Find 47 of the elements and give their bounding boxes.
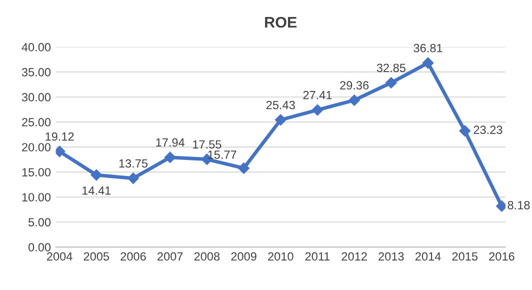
point [459, 125, 470, 136]
point [56, 146, 66, 158]
x-tick-label: 2013 [378, 252, 404, 261]
chart-title: ROE [265, 16, 297, 28]
point [386, 77, 397, 88]
point [348, 94, 360, 106]
x-tick-label: 2016 [489, 252, 514, 261]
point [275, 114, 286, 126]
y-tick-label: 10.00 [22, 193, 51, 202]
data-label: 14.41 [82, 186, 111, 195]
data-label: 17.55 [193, 140, 222, 149]
x-tick-label: 2012 [342, 252, 367, 261]
data-label: 36.81 [414, 44, 442, 52]
x-tick-label: 2004 [47, 252, 72, 261]
point [238, 162, 250, 174]
point [422, 57, 434, 69]
data-label: 13.75 [119, 159, 148, 168]
x-tick-label: 2006 [120, 252, 146, 261]
point [312, 104, 324, 116]
x-tick-label: 2014 [415, 252, 441, 261]
x-tick-label: 2009 [231, 252, 256, 261]
x-tick-label: 2011 [305, 252, 330, 261]
data-label: 25.43 [266, 100, 295, 110]
x-tick-label: 2005 [84, 252, 110, 261]
y-tick-label: 15.00 [22, 168, 51, 176]
data-label: 23.23 [474, 126, 502, 134]
y-tick-label: 25.00 [22, 118, 51, 126]
data-label: 19.12 [46, 132, 74, 141]
point [90, 169, 102, 181]
y-tick-label: 35.00 [22, 68, 51, 76]
data-label: 8.18 [508, 200, 530, 210]
x-tick-label: 2015 [452, 252, 478, 261]
y-tick-label: 0.00 [28, 243, 51, 252]
data-label: 29.36 [340, 81, 369, 90]
point [164, 152, 176, 163]
y-tick-label: 40.00 [22, 43, 51, 52]
data-label: 32.85 [376, 64, 406, 72]
x-tick-label: 2010 [268, 252, 294, 261]
data-label: 15.77 [208, 150, 236, 159]
data-label: 17.94 [156, 138, 185, 147]
x-tick-label: 2007 [158, 252, 183, 261]
y-tick-label: 20.00 [22, 143, 51, 152]
y-tick-label: 5.00 [28, 218, 51, 226]
x-tick-label: 2008 [194, 252, 220, 261]
point [128, 172, 139, 184]
data-label: 27.41 [303, 90, 332, 100]
y-tick-label: 30.00 [22, 93, 51, 102]
